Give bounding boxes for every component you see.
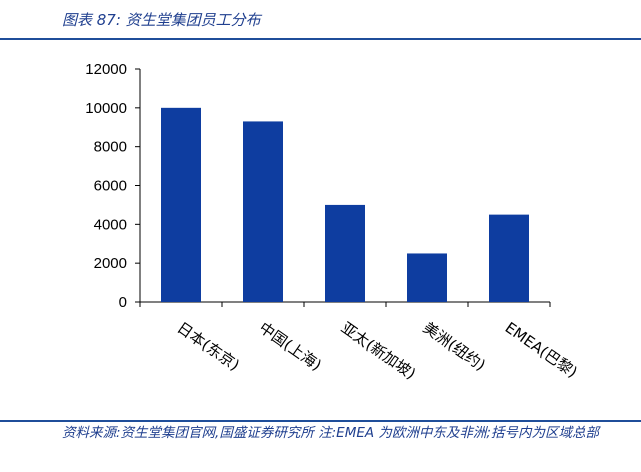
y-tick-label: 4000 bbox=[94, 216, 127, 233]
y-tick-label: 8000 bbox=[94, 139, 127, 156]
bar-chart: 0 2000 4000 6000 8000 10000 12000 日本(东京) 中国(上海) 亚… bbox=[85, 61, 581, 383]
y-tick-label: 6000 bbox=[94, 178, 127, 195]
bar-3 bbox=[325, 204, 365, 302]
y-tick-label: 12000 bbox=[85, 61, 127, 78]
bar-5 bbox=[489, 214, 529, 302]
category-label: EMEA(巴黎) bbox=[502, 319, 581, 382]
source-note: 资料来源:资生堂集团官网,国盛证券研究所 注:EMEA 为欧洲中东及非洲;括号内… bbox=[62, 425, 599, 441]
bar-2 bbox=[243, 121, 283, 302]
category-label: 日本(东京) bbox=[174, 319, 243, 375]
category-label: 美洲(纽约) bbox=[420, 319, 489, 375]
top-divider bbox=[0, 38, 641, 40]
y-tick-label: 10000 bbox=[85, 100, 127, 117]
category-label: 亚太(新加坡) bbox=[338, 319, 419, 383]
bar-4 bbox=[407, 253, 447, 302]
figure-title: 图表 87: 资生堂集团员工分布 bbox=[62, 11, 261, 29]
bar-1 bbox=[161, 107, 201, 302]
y-tick-label: 2000 bbox=[94, 255, 127, 272]
bottom-divider bbox=[0, 420, 641, 422]
y-tick-label: 0 bbox=[119, 294, 127, 311]
category-label: 中国(上海) bbox=[256, 319, 325, 375]
